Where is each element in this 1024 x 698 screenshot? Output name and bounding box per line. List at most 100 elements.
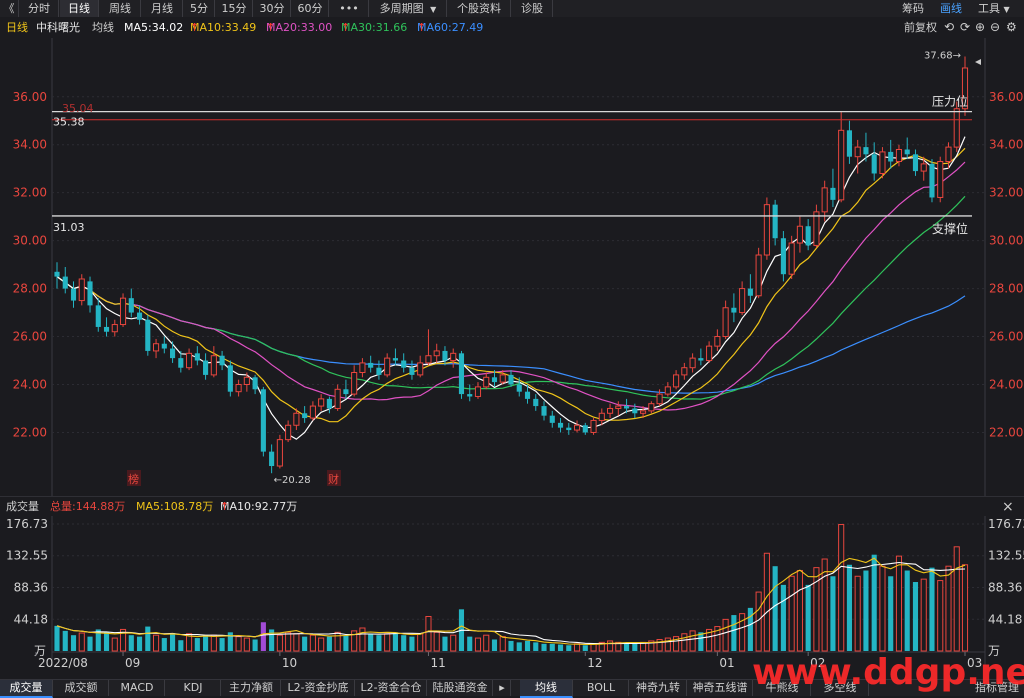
candle-down xyxy=(252,377,258,390)
volume-bar xyxy=(194,638,200,651)
event-tag-bang[interactable]: 榜 xyxy=(128,472,139,486)
volume-bar xyxy=(491,639,498,651)
tab-northbound[interactable]: 陆股通资金 xyxy=(428,680,493,696)
price-tick-left: 30.00 xyxy=(13,234,47,248)
candle-up xyxy=(895,149,903,162)
tab-volume[interactable]: 成交量 xyxy=(0,680,53,698)
volume-chart[interactable]: 176.73 176.73 132.55 132.55 88.36 88.36 44.18 4… xyxy=(0,516,1024,679)
volume-bar xyxy=(359,627,366,652)
candle-up xyxy=(474,386,482,397)
settings-icon[interactable]: ⚙ xyxy=(1006,20,1017,34)
volume-unit-left: 万 xyxy=(34,644,46,658)
volume-tick-right: 176.73 xyxy=(988,517,1024,531)
multi-period-dropdown[interactable]: 多周期图 ▼ xyxy=(370,0,447,17)
restore-toggle[interactable]: 前复权 xyxy=(904,21,937,34)
volume-bar xyxy=(854,575,861,652)
candle-up xyxy=(285,424,292,441)
tab-5min[interactable]: 5分 xyxy=(184,0,215,17)
volume-bar xyxy=(533,642,539,651)
tab-boll[interactable]: BOLL xyxy=(574,680,629,696)
date-label: 11 xyxy=(430,656,445,670)
scroll-right-icon[interactable]: ▸ xyxy=(494,680,511,696)
tab-kdj[interactable]: KDJ xyxy=(166,680,221,696)
period-toolbar: 《 分时 日线 周线 月线 5分 15分 30分 60分 ••• 多周期图 ▼ … xyxy=(0,0,1024,19)
more-periods-button[interactable]: ••• xyxy=(330,0,369,17)
date-label: 12 xyxy=(587,656,602,670)
price-tick-right: 32.00 xyxy=(989,186,1023,200)
stock-profile-button[interactable]: 个股资料 xyxy=(448,0,511,17)
tab-l2-bottom[interactable]: L2-资金抄底 xyxy=(282,680,355,696)
volume-bar xyxy=(111,637,118,652)
tab-15min[interactable]: 15分 xyxy=(216,0,253,17)
date-label: 01 xyxy=(719,656,734,670)
candle-down xyxy=(343,389,349,395)
date-label: 2022/08 xyxy=(38,656,88,670)
candle-up xyxy=(235,383,242,393)
volume-bar xyxy=(252,639,258,651)
tab-magic-five[interactable]: 神奇五线谱 xyxy=(688,680,753,696)
indicator-tabs: 成交量 成交额 MACD KDJ 主力净额 L2-资金抄底 L2-资金合仓 陆股… xyxy=(0,679,1024,698)
volume-bar xyxy=(70,635,77,651)
volume-bar xyxy=(78,632,85,652)
tab-weekly[interactable]: 周线 xyxy=(100,0,141,17)
volume-bar xyxy=(376,635,382,651)
volume-bar xyxy=(343,635,349,651)
tab-30min[interactable]: 30分 xyxy=(254,0,291,17)
tab-bull-bear[interactable]: 牛熊线 xyxy=(754,680,811,696)
price-tick-left: 36.00 xyxy=(13,90,47,104)
close-icon[interactable]: × xyxy=(1002,499,1014,515)
candle-down xyxy=(145,319,151,351)
volume-bar xyxy=(582,645,588,651)
volume-bar xyxy=(961,564,969,652)
tab-main-net[interactable]: 主力净额 xyxy=(222,680,281,696)
diagnosis-button[interactable]: 诊股 xyxy=(512,0,553,17)
volume-bar xyxy=(566,645,572,651)
ma-legend: 日线 中科曙光 均线 MA5:34.02 MA10:33.49 ↑ MA20:33… xyxy=(0,17,1024,38)
up-arrow-icon: ↑ xyxy=(341,21,351,34)
tab-l2-position[interactable]: L2-资金合仓 xyxy=(356,680,427,696)
tab-ma[interactable]: 均线 xyxy=(520,680,573,698)
volume-bar xyxy=(401,635,407,651)
volume-bar xyxy=(524,640,531,651)
candle-up xyxy=(739,288,746,314)
candle-down xyxy=(929,163,935,198)
candle-down xyxy=(871,154,877,174)
tab-monthly[interactable]: 月线 xyxy=(142,0,183,17)
price-tick-right: 36.00 xyxy=(989,90,1023,104)
undo-icon[interactable]: ⟲ xyxy=(944,20,955,34)
event-tag-cai[interactable]: 财 xyxy=(328,472,339,486)
candle-down xyxy=(912,154,919,172)
zoom-out-icon[interactable]: ⊖ xyxy=(990,20,1001,34)
tab-long-short[interactable]: 多空线 xyxy=(812,680,869,696)
avg-line-label[interactable]: 均线 xyxy=(92,21,114,34)
ma20-value: MA20:33.00 xyxy=(266,21,333,34)
candle-up xyxy=(293,412,300,426)
candle-down xyxy=(376,367,382,375)
tab-fenshi[interactable]: 分时 xyxy=(20,0,59,17)
price-chart[interactable]: 36.00 36.00 34.00 34.00 32.00 32.00 30.00 30.00… xyxy=(0,38,1024,496)
back-icon[interactable]: 《 xyxy=(0,0,19,17)
tab-turnover[interactable]: 成交额 xyxy=(54,680,109,696)
period-label: 日线 xyxy=(6,21,28,34)
candle-down xyxy=(888,151,894,162)
candle-up xyxy=(152,343,160,352)
tab-magic-nine[interactable]: 神奇九转 xyxy=(630,680,687,696)
chips-button[interactable]: 筹码 xyxy=(902,2,924,15)
volume-bar xyxy=(368,633,374,651)
volume-bar xyxy=(302,636,308,651)
candle-down xyxy=(70,288,77,301)
zoom-in-icon[interactable]: ⊕ xyxy=(975,20,986,34)
candle-up xyxy=(573,424,581,431)
price-tick-left: 34.00 xyxy=(13,138,47,152)
redo-icon[interactable]: ⟳ xyxy=(960,20,971,34)
date-label: 03 xyxy=(967,656,982,670)
tab-indicator-manage[interactable]: 指标管理 xyxy=(970,680,1024,696)
tab-60min[interactable]: 60分 xyxy=(292,0,329,17)
volume-bar xyxy=(516,642,522,651)
tools-button[interactable]: 工具 ▼ xyxy=(978,0,1010,17)
volume-bar xyxy=(318,637,325,652)
candle-down xyxy=(368,362,374,368)
ma10-value: MA10:33.49 xyxy=(190,21,257,34)
tab-macd[interactable]: MACD xyxy=(110,680,165,696)
candle-down xyxy=(508,374,514,385)
